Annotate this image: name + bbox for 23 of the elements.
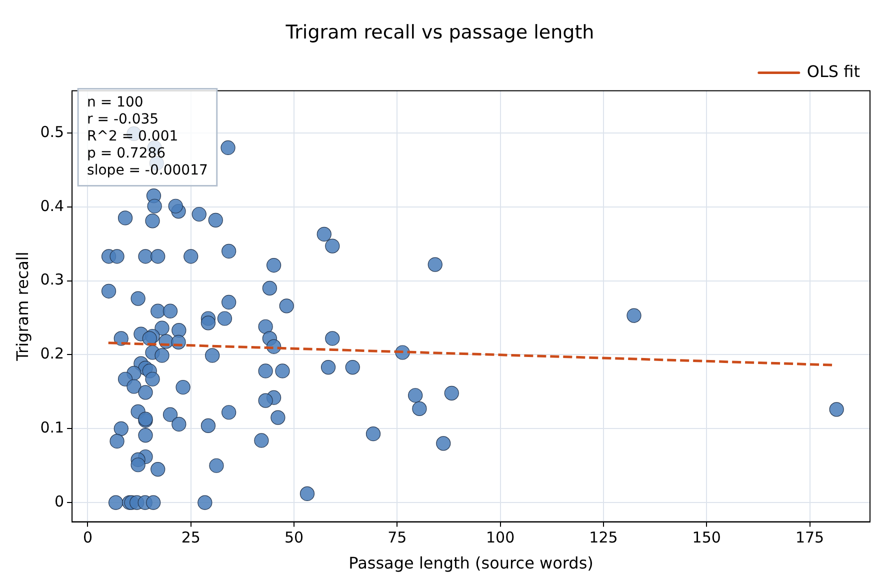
x-tick-label: 75 — [388, 528, 407, 547]
y-tick-label: 0 — [54, 492, 64, 510]
x-tick-label: 50 — [284, 528, 304, 547]
x-tick-label: 150 — [692, 528, 721, 547]
annotation: slope = -0.00017 — [87, 162, 208, 178]
y-tick-label: 0.1 — [40, 418, 64, 437]
x-tick-label: 175 — [795, 528, 824, 547]
y-tick-label: 0.4 — [40, 196, 64, 215]
x-tick-label: 25 — [181, 528, 200, 547]
legend-label: OLS fit — [806, 62, 860, 81]
x-axis-title: Passage length (source words) — [348, 554, 594, 573]
chart-title: Trigram recall vs passage length — [284, 21, 594, 44]
annotation: R^2 = 0.001 — [87, 128, 178, 144]
annotation: n = 100 — [87, 94, 144, 110]
y-tick-label: 0.2 — [40, 344, 64, 363]
x-tick-label: 125 — [589, 528, 618, 547]
x-tick-label: 0 — [82, 528, 93, 547]
y-tick-label: 0.5 — [40, 122, 64, 141]
y-tick-label: 0.3 — [40, 270, 64, 289]
annotation: r = -0.035 — [87, 111, 159, 128]
annotation: p = 0.7286 — [87, 145, 166, 162]
y-axis-title: Trigram recall — [12, 252, 32, 362]
x-tick-label: 100 — [486, 528, 515, 547]
